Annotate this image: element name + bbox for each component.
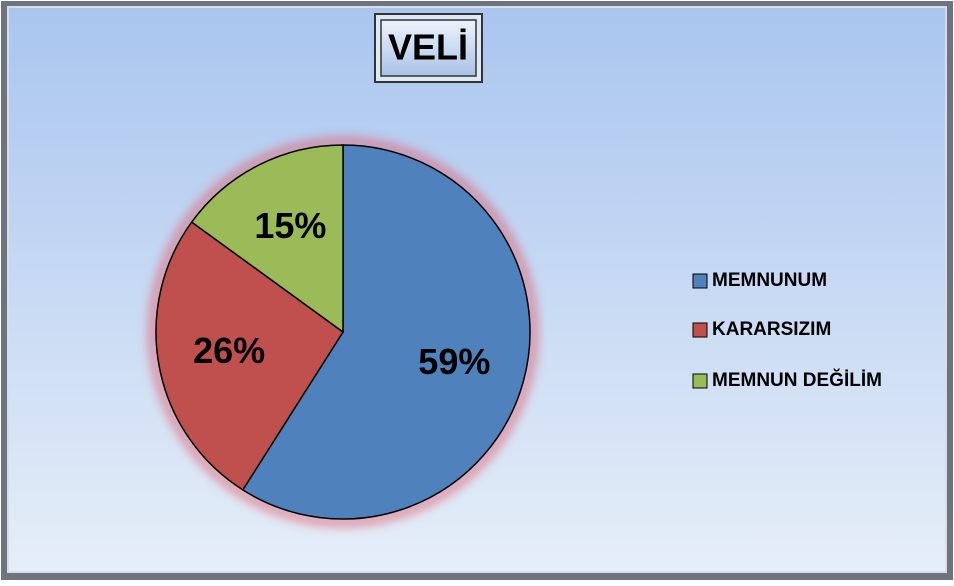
data-label: 59% xyxy=(418,341,490,382)
legend-swatch xyxy=(692,322,708,338)
pie-slice xyxy=(190,144,344,334)
legend-label: KARARSIZIM xyxy=(712,319,831,340)
legend-swatch xyxy=(692,273,708,289)
legend-label: MEMNUNUM xyxy=(712,270,827,291)
data-label: 15% xyxy=(254,205,326,246)
pie-slice xyxy=(155,221,345,491)
chart-title: VELİ xyxy=(388,27,468,68)
pie-glow xyxy=(148,137,538,527)
legend-swatch xyxy=(692,373,708,389)
pie-slice xyxy=(241,144,531,520)
data-label: 26% xyxy=(193,330,265,371)
legend-label: MEMNUN DEĞİLİM xyxy=(712,369,882,391)
title-box xyxy=(380,19,477,77)
